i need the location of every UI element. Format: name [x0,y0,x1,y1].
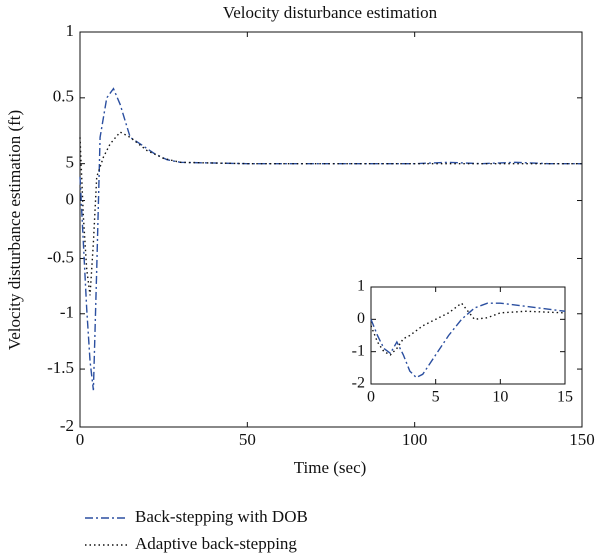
chart-title: Velocity disturbance estimation [223,3,438,22]
x-tick-label: 5 [432,389,440,406]
y-tick-label: -2 [352,375,365,392]
plot-frame [79,31,583,428]
y-axis-label: Velocity disturbance estimation (ft) [5,110,24,350]
y-tick-label: -2 [60,416,74,435]
x-tick-label: 0 [367,389,375,406]
y-tick-label: -1 [60,303,74,322]
x-tick-label: 100 [402,430,428,449]
x-tick-label: 150 [569,430,595,449]
legend-label: Back-stepping with DOB [135,507,308,526]
y-tick-label: -0.5 [47,247,74,266]
plot-frame [370,286,566,385]
series-line [79,87,582,391]
x-tick-label: 50 [239,430,256,449]
legend-label: Adaptive back-stepping [135,534,297,553]
y-tick-label: 0.5 [53,87,74,106]
x-tick-label: 0 [76,430,85,449]
x-axis-label: Time (sec) [294,458,367,477]
y-tick-label: 0 [357,310,365,327]
x-tick-label: 15 [557,389,573,406]
series-line [370,302,566,379]
y-tick-label: -1 [352,342,365,359]
y-tick-label: 1 [357,278,365,295]
series-line [370,302,566,356]
y-tick-label: 1 [66,21,75,40]
x-tick-label: 10 [492,389,508,406]
y-tick-label: 5 [66,153,75,172]
y-tick-label: -1.5 [47,358,74,377]
series-line [79,131,582,296]
y-tick-label: 0 [66,189,75,208]
